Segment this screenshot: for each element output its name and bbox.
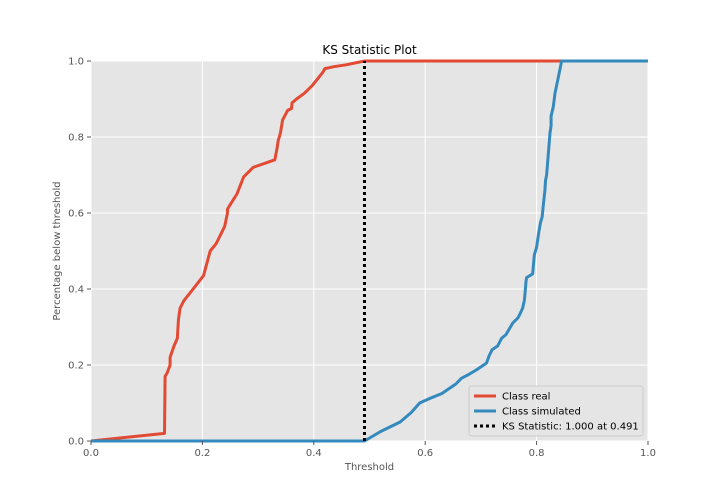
x-tick-label: 0.4 (306, 448, 322, 459)
y-tick-label: 0.8 (68, 133, 84, 144)
series-line-class-simulated (91, 59, 648, 443)
legend-label-class-simulated: Class simulated (502, 407, 581, 418)
plot-area (91, 61, 648, 441)
y-tick-label: 0.0 (68, 437, 84, 448)
x-tick-label: 0.0 (83, 448, 99, 459)
x-axis-label: Threshold (344, 462, 394, 473)
axis-ticks: 0.0 0.2 0.4 0.6 0.8 1.0 0.0 0.2 0.4 0.6 0.8 1.0 (68, 57, 656, 460)
y-tick-label: 1.0 (68, 57, 84, 68)
x-tick-label: 0.6 (417, 448, 433, 459)
x-tick-label: 0.8 (529, 448, 545, 459)
x-tick-label: 1.0 (640, 448, 656, 459)
legend-label-class-real: Class real (502, 392, 550, 403)
legend: Class real Class simulated KS Statistic:… (468, 385, 644, 437)
y-tick-label: 0.6 (68, 209, 84, 220)
chart-title: KS Statistic Plot (322, 43, 417, 57)
legend-label-ks-statistic: KS Statistic: 1.000 at 0.491 (502, 422, 639, 433)
y-tick-label: 0.4 (68, 285, 84, 296)
y-tick-label: 0.2 (68, 361, 84, 372)
y-axis-label: Percentage below threshold (52, 181, 63, 320)
legend-box (468, 385, 644, 437)
series-lines (90, 59, 648, 443)
series-line-class-real (90, 59, 648, 443)
x-tick-label: 0.2 (194, 448, 210, 459)
